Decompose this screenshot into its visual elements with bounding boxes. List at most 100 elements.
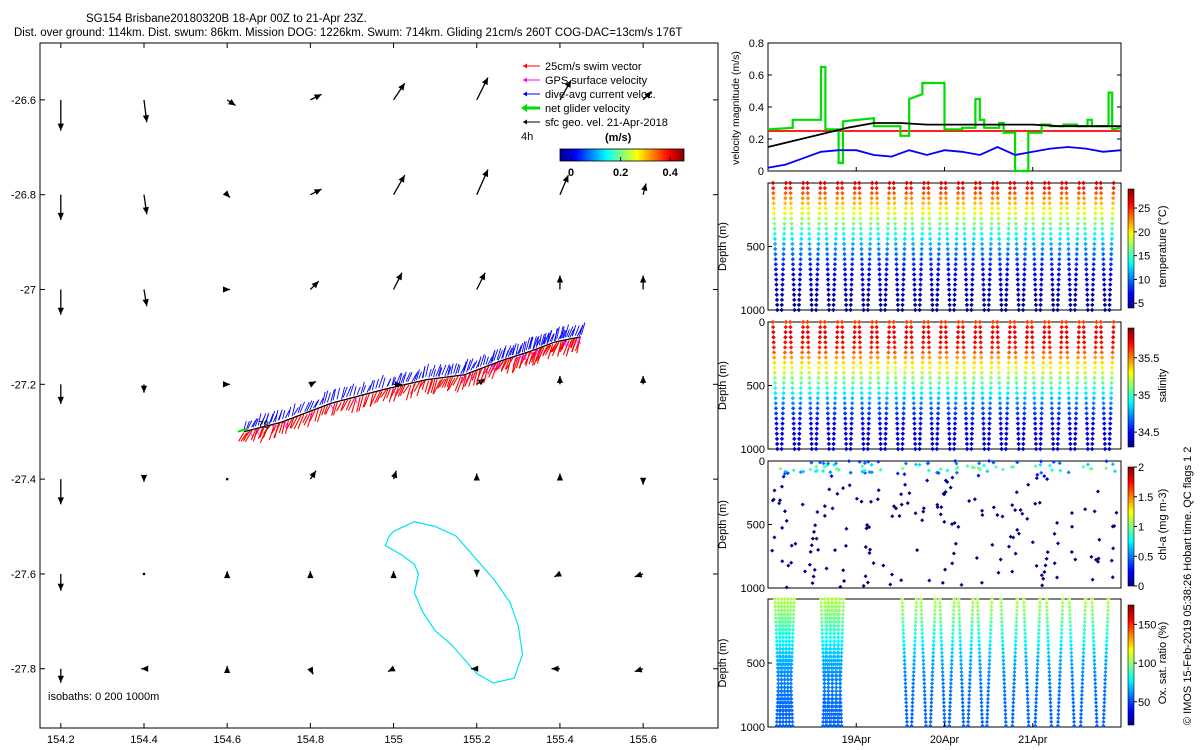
salinity-mark <box>964 436 969 442</box>
salinity-mark <box>904 319 909 325</box>
chlorophyll-mark <box>810 536 815 541</box>
oxygen-mark <box>782 677 787 682</box>
salinity-mark <box>843 426 848 431</box>
chlorophyll-mark <box>1114 510 1119 515</box>
temperature-mark <box>835 180 840 186</box>
temperature-mark <box>792 302 797 308</box>
temperature-mark <box>989 231 994 236</box>
dac-vector <box>538 334 542 346</box>
oxygen-mark <box>785 604 790 609</box>
oxygen-mark <box>900 604 905 609</box>
temperature-mark <box>1050 292 1055 297</box>
oxygen-mark <box>779 685 784 690</box>
oxygen-mark <box>1104 646 1109 651</box>
salinity-mark <box>867 385 873 391</box>
salinity-mark <box>833 390 838 396</box>
salinity-mark <box>1047 345 1053 350</box>
salinity-mark <box>841 360 846 365</box>
oxygen-mark <box>780 631 785 636</box>
chlorophyll-mark <box>771 497 776 502</box>
oxygen-mark <box>951 623 956 628</box>
temperature-mark <box>892 216 898 221</box>
salinity-mark <box>1004 436 1009 442</box>
salinity-mark <box>841 365 846 370</box>
chlorophyll-mark <box>980 508 985 513</box>
salinity-mark <box>788 335 793 340</box>
oxygen-mark <box>785 693 790 697</box>
salinity-mark <box>808 421 814 426</box>
salinity-mark <box>884 411 889 416</box>
salinity-mark <box>851 345 857 350</box>
chlorophyll-mark <box>996 570 1001 575</box>
oxygen-mark <box>824 643 829 648</box>
salinity-mark <box>1021 431 1026 436</box>
salinity-mark <box>815 411 820 416</box>
oxygen-mark <box>790 643 795 648</box>
salinity-mark <box>869 329 875 335</box>
temperature-mark <box>874 196 880 201</box>
temperature-mark <box>926 196 931 201</box>
swim-vector <box>531 350 537 366</box>
oxygen-mark <box>837 708 842 713</box>
oxygen-mark <box>775 712 780 717</box>
salinity-mark <box>1050 431 1055 436</box>
dac-vector <box>405 372 411 382</box>
salinity-mark <box>1074 390 1079 396</box>
oxygen-mark <box>1036 639 1041 644</box>
salinity-mark <box>918 421 923 426</box>
chlorophyll-mark <box>972 497 977 502</box>
oxygen-mark <box>929 696 934 701</box>
temperature-mark <box>945 251 951 257</box>
oxygen-mark <box>919 612 924 617</box>
chlorophyll-mark <box>780 559 785 564</box>
legend-gps-label: GPS surface velocity <box>545 75 648 87</box>
temperature-mark <box>1111 190 1116 196</box>
chlorophyll-mark <box>830 506 835 511</box>
salinity-mark <box>1012 329 1018 335</box>
salinity-mark <box>865 441 871 447</box>
oxygen-mark <box>837 604 842 609</box>
temperature-mark <box>831 302 836 308</box>
oxygen-mark <box>1057 689 1062 694</box>
oxygen-mark <box>784 654 789 659</box>
salinity-mark <box>1012 324 1017 330</box>
oxygen-mark <box>839 662 844 667</box>
salinity-mark <box>1107 446 1112 452</box>
temperature-mark <box>972 201 978 206</box>
oxygen-mark <box>781 700 786 705</box>
temperature-mark <box>781 251 786 257</box>
oxygen-mark <box>968 666 973 671</box>
salinity-mark <box>917 446 922 452</box>
salinity-mark <box>1007 340 1012 345</box>
salinity-mark <box>1076 329 1082 335</box>
temperature-mark <box>1056 262 1062 267</box>
oxygen-mark <box>1012 669 1017 674</box>
swim-vector <box>309 410 316 422</box>
oxygen-mark <box>911 673 916 678</box>
oxygen-mark <box>786 616 791 621</box>
temperature-mark <box>1042 180 1047 186</box>
oxygen-mark <box>784 719 789 724</box>
temperature-mark <box>780 267 786 272</box>
temperature-mark <box>979 226 984 231</box>
temperature-mark <box>1058 216 1063 221</box>
oxygen-mark <box>999 620 1004 625</box>
oxygen-mark <box>1001 654 1006 659</box>
temperature-mark <box>849 262 855 267</box>
salinity-mark <box>798 385 804 391</box>
oxygen-mark <box>960 685 965 690</box>
oxygen-mark <box>786 620 791 625</box>
oxygen-mark <box>773 612 778 617</box>
oxygen-mark <box>1059 635 1064 640</box>
salinity-mark <box>792 446 797 452</box>
salinity-mark <box>981 416 986 421</box>
oxygen-mark <box>921 662 926 667</box>
temperature-mark <box>990 185 995 191</box>
oxygen-mark <box>1011 700 1016 705</box>
geo-arrow-head <box>396 272 402 281</box>
oxygen-mark <box>820 623 824 628</box>
oxygen-mark <box>1101 716 1106 721</box>
temperature-mark <box>964 297 969 303</box>
salinity-mark <box>805 335 811 340</box>
oxygen-mark <box>1079 696 1084 701</box>
